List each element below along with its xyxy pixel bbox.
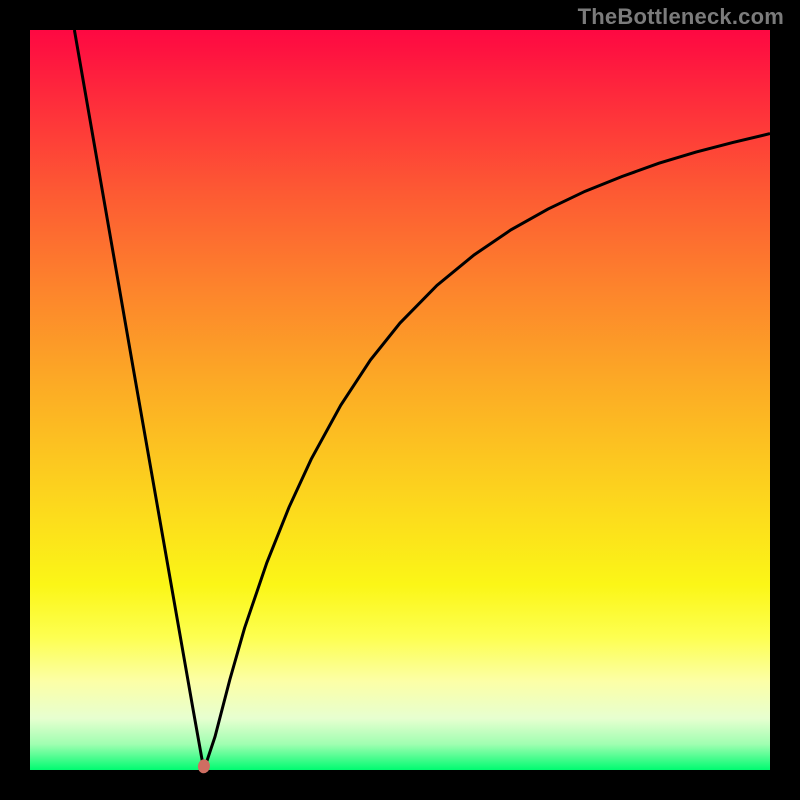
bottleneck-chart [0, 0, 800, 800]
chart-plot-bg [30, 30, 770, 770]
chart-container: { "watermark": { "text": "TheBottleneck.… [0, 0, 800, 800]
watermark-text: TheBottleneck.com [578, 4, 784, 30]
